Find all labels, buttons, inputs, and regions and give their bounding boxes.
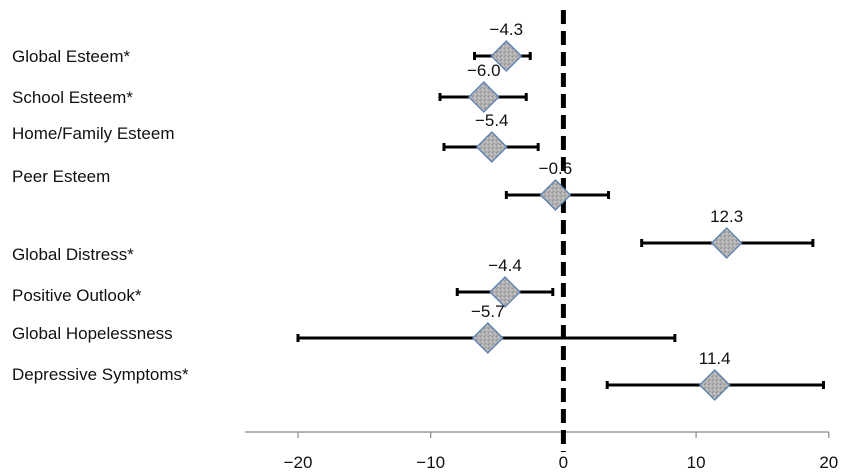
point-estimate-marker: [539, 179, 572, 211]
row-label: Home/Family Esteem: [12, 124, 174, 143]
value-label: −0.6: [539, 159, 573, 178]
row-label: Depressive Symptoms*: [12, 365, 189, 384]
row-label: Global Distress*: [12, 245, 134, 264]
point-estimates: [467, 40, 743, 401]
row-label: Global Hopelessness: [12, 324, 173, 343]
point-estimate-marker: [698, 369, 731, 401]
point-estimate-marker: [710, 227, 743, 259]
x-axis: −20 −10 0 10 20: [244, 431, 838, 472]
row-labels: Global Esteem* School Esteem* Home/Family …: [12, 47, 189, 384]
row-label: Global Esteem*: [12, 47, 130, 66]
value-label: −6.0: [467, 61, 501, 80]
x-tick-label: 20: [819, 453, 838, 472]
row-label: Positive Outlook*: [12, 286, 142, 305]
value-labels: −4.3 −6.0 −5.4 −0.6 12.3 −4.4 −5.7 11.4: [467, 20, 743, 368]
row-label: School Esteem*: [12, 88, 133, 107]
x-tick-label: 10: [687, 453, 706, 472]
point-estimate-marker: [475, 131, 508, 163]
x-tick-label: −20: [284, 453, 313, 472]
point-estimate-marker: [467, 81, 500, 113]
value-label: −4.3: [490, 20, 524, 39]
point-estimate-marker: [489, 276, 521, 308]
point-estimate-marker: [471, 322, 504, 354]
value-label: −5.4: [475, 111, 509, 130]
value-label: −5.7: [471, 302, 505, 321]
value-label: 11.4: [699, 349, 731, 368]
value-label: −4.4: [488, 256, 522, 275]
row-label: Peer Esteem: [12, 167, 110, 186]
x-tick-label: −10: [416, 453, 445, 472]
x-tick-label: 0: [559, 453, 568, 472]
confidence-intervals: [296, 52, 825, 389]
value-label: 12.3: [710, 207, 743, 226]
point-estimate-marker: [490, 40, 523, 72]
